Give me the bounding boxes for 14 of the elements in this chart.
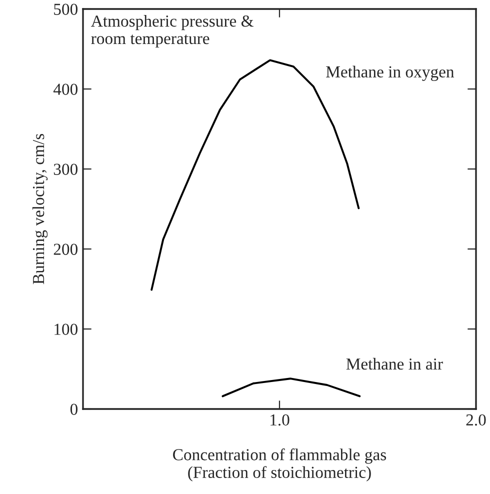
y-tick-label: 300 — [54, 164, 78, 175]
series-label: Methane in air — [346, 358, 443, 370]
x-tick-label: 2.0 — [466, 414, 486, 426]
annotation: Atmospheric pressure & room temperature — [91, 15, 254, 48]
y-tick-label: 100 — [54, 324, 78, 335]
y-tick-label: 200 — [54, 244, 78, 255]
y-tick-label: 500 — [54, 4, 78, 15]
x-tick-label: 1.0 — [270, 414, 290, 426]
y-tick-label: 400 — [53, 84, 78, 95]
line-series — [222, 378, 361, 398]
y-tick-label: 0 — [70, 404, 78, 415]
series-label: Methane in oxygen — [326, 66, 454, 81]
y-axis-title: Burning velocity, cm/s — [32, 134, 48, 284]
x-axis-title: Concentration of flammable gas (Fraction of stoichiometric) — [173, 448, 386, 482]
